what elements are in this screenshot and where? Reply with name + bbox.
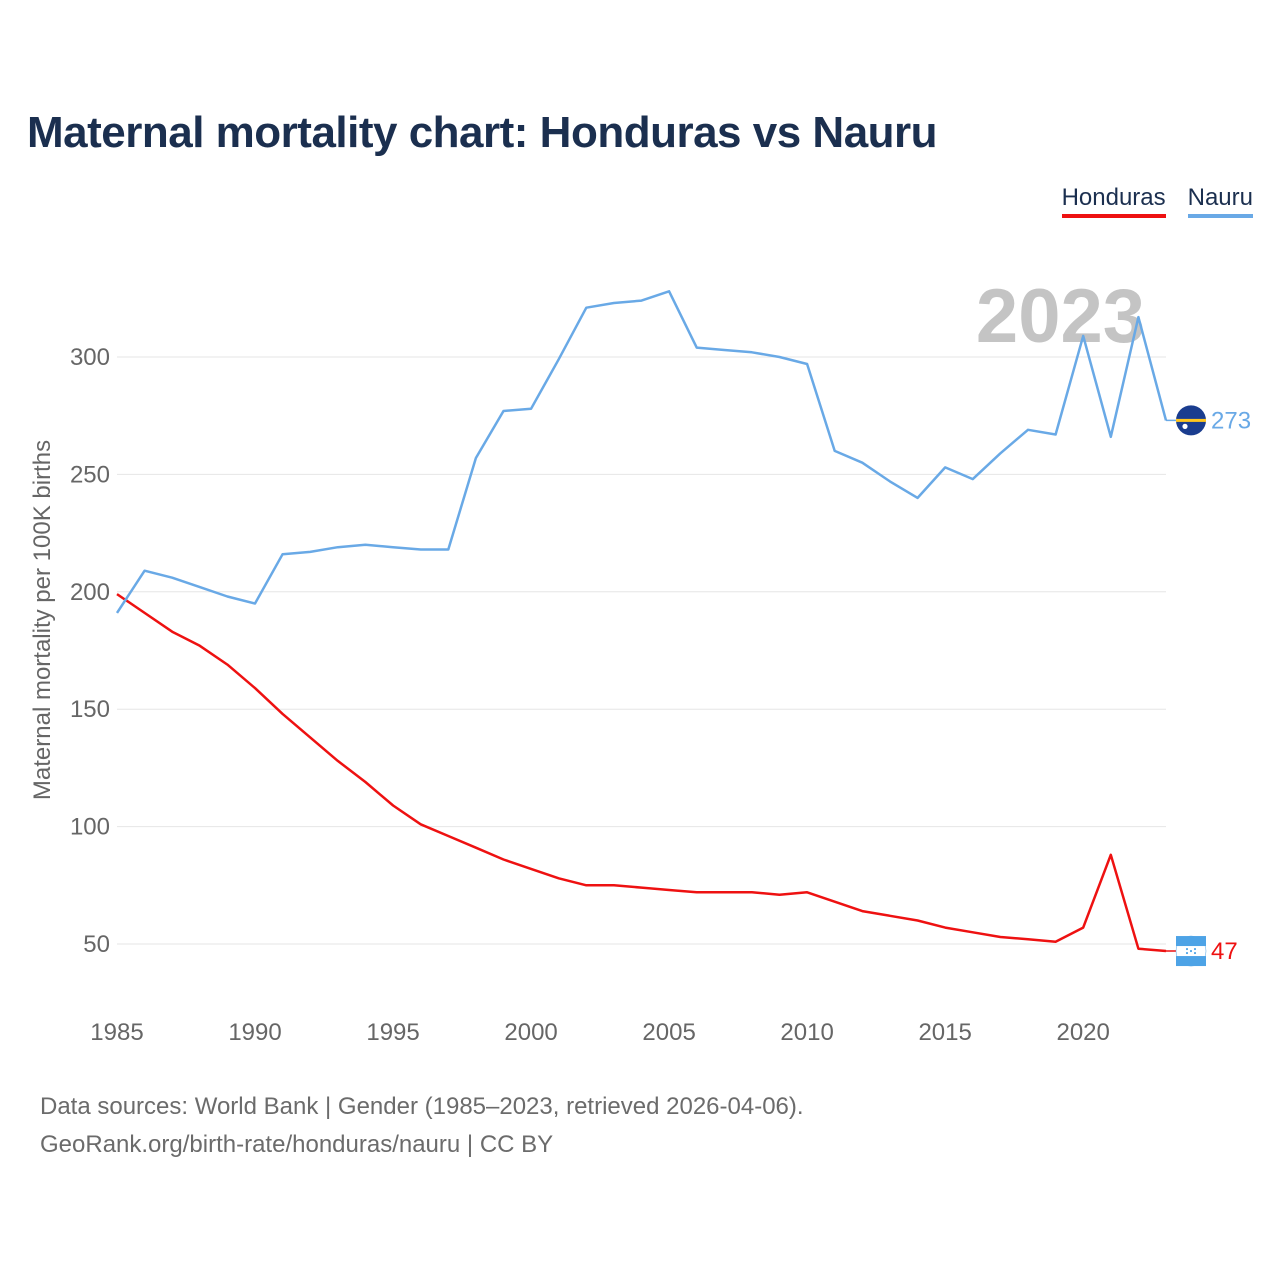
x-tick-label-2010: 2010 bbox=[780, 1019, 833, 1046]
source-note: Data sources: World Bank | Gender (1985–… bbox=[40, 1088, 804, 1164]
y-tick-label-50: 50 bbox=[83, 931, 110, 958]
legend: Honduras Nauru bbox=[1061, 184, 1253, 218]
y-tick-label-100: 100 bbox=[70, 814, 110, 841]
y-axis-label: Maternal mortality per 100K births bbox=[29, 440, 56, 800]
source-line: Data sources: World Bank | Gender (1985–… bbox=[40, 1093, 804, 1120]
x-tick-label-1990: 1990 bbox=[228, 1019, 281, 1046]
x-tick-label-1995: 1995 bbox=[366, 1019, 419, 1046]
url-line: GeoRank.org/birth-rate/honduras/nauru | … bbox=[40, 1131, 554, 1158]
x-tick-label-2005: 2005 bbox=[642, 1019, 695, 1046]
end-value-label-honduras: 47 bbox=[1211, 938, 1238, 965]
x-tick-label-2000: 2000 bbox=[504, 1019, 557, 1046]
honduras-flag-icon bbox=[1175, 935, 1207, 967]
chart-title: Maternal mortality chart: Honduras vs Na… bbox=[27, 108, 938, 157]
x-tick-label-1985: 1985 bbox=[90, 1019, 143, 1046]
year-watermark: 2023 bbox=[976, 274, 1145, 359]
series-line-nauru bbox=[115, 290, 1168, 614]
x-tick-label-2015: 2015 bbox=[918, 1019, 971, 1046]
series-line-honduras bbox=[116, 593, 1167, 953]
y-tick-label-200: 200 bbox=[70, 579, 110, 606]
nauru-flag-icon bbox=[1176, 405, 1206, 436]
y-tick-label-300: 300 bbox=[70, 344, 110, 371]
end-value-label-nauru: 273 bbox=[1211, 407, 1251, 434]
y-tick-label-150: 150 bbox=[70, 696, 110, 723]
x-tick-label-2020: 2020 bbox=[1056, 1019, 1109, 1046]
legend-item-nauru[interactable]: Nauru bbox=[1187, 184, 1253, 218]
y-tick-label-250: 250 bbox=[70, 461, 110, 488]
legend-item-honduras[interactable]: Honduras bbox=[1061, 184, 1166, 218]
